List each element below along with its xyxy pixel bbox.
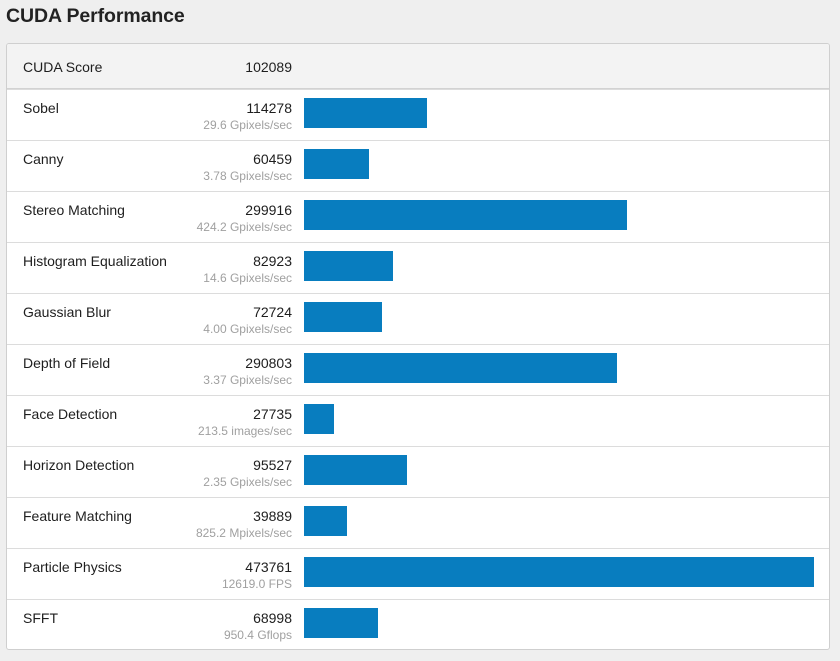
workload-rate: 4.00 Gpixels/sec bbox=[203, 322, 292, 336]
workload-name: Particle Physics bbox=[23, 559, 122, 575]
workload-score: 39889 bbox=[253, 508, 292, 524]
workload-name: Feature Matching bbox=[23, 508, 132, 524]
score-bar bbox=[304, 608, 378, 638]
score-bar bbox=[304, 404, 334, 434]
workload-score: 290803 bbox=[245, 355, 292, 371]
cuda-results-table: CUDA Score 102089 Sobel 114278 29.6 Gpixel… bbox=[6, 43, 830, 650]
workload-rate: 29.6 Gpixels/sec bbox=[203, 118, 292, 132]
workload-row: Canny 60459 3.78 Gpixels/sec bbox=[7, 140, 829, 191]
score-bar bbox=[304, 506, 347, 536]
workload-rate: 2.35 Gpixels/sec bbox=[203, 475, 292, 489]
workload-score: 82923 bbox=[253, 253, 292, 269]
workload-row: Sobel 114278 29.6 Gpixels/sec bbox=[7, 89, 829, 140]
workload-name: Sobel bbox=[23, 100, 59, 116]
workload-score: 299916 bbox=[245, 202, 292, 218]
cuda-score-row: CUDA Score 102089 bbox=[7, 44, 829, 89]
score-bar bbox=[304, 200, 627, 230]
workload-rate: 825.2 Mpixels/sec bbox=[195, 526, 292, 540]
workload-score: 95527 bbox=[253, 457, 292, 473]
workload-row: SFFT 68998 950.4 Gflops bbox=[7, 599, 829, 649]
workload-score: 68998 bbox=[253, 610, 292, 626]
workload-score: 27735 bbox=[253, 406, 292, 422]
score-bar bbox=[304, 149, 369, 179]
workload-row: Gaussian Blur 72724 4.00 Gpixels/sec bbox=[7, 293, 829, 344]
score-bar bbox=[304, 557, 814, 587]
score-bar bbox=[304, 98, 427, 128]
workload-row: Feature Matching 39889 825.2 Mpixels/sec bbox=[7, 497, 829, 548]
workload-rate: 213.5 images/sec bbox=[197, 424, 292, 438]
workload-rate: 3.78 Gpixels/sec bbox=[203, 169, 292, 183]
page-title: CUDA Performance bbox=[6, 5, 185, 27]
workload-name: Face Detection bbox=[23, 406, 118, 422]
workload-row: Stereo Matching 299916 424.2 Gpixels/sec bbox=[7, 191, 829, 242]
workload-name: Depth of Field bbox=[23, 355, 111, 371]
score-bar bbox=[304, 251, 393, 281]
workload-row: Histogram Equalization 82923 14.6 Gpixels/… bbox=[7, 242, 829, 293]
workload-name: Stereo Matching bbox=[23, 202, 125, 218]
workload-name: Gaussian Blur bbox=[23, 304, 111, 320]
workload-row: Horizon Detection 95527 2.35 Gpixels/sec bbox=[7, 446, 829, 497]
cuda-score-label: CUDA Score bbox=[23, 59, 103, 75]
score-bar bbox=[304, 353, 617, 383]
workload-row: Depth of Field 290803 3.37 Gpixels/sec bbox=[7, 344, 829, 395]
score-bar bbox=[304, 302, 382, 332]
workload-name: Canny bbox=[23, 151, 64, 167]
workload-rows: Sobel 114278 29.6 Gpixels/sec Canny 60459 3.7… bbox=[7, 89, 829, 649]
workload-score: 72724 bbox=[253, 304, 292, 320]
workload-rate: 3.37 Gpixels/sec bbox=[203, 373, 292, 387]
workload-score: 114278 bbox=[246, 100, 292, 116]
score-bar bbox=[304, 455, 407, 485]
workload-rate: 950.4 Gflops bbox=[223, 628, 292, 642]
workload-name: Horizon Detection bbox=[23, 457, 135, 473]
workload-name: Histogram Equalization bbox=[23, 253, 167, 269]
workload-name: SFFT bbox=[23, 610, 58, 626]
workload-row: Particle Physics 473761 12619.0 FPS bbox=[7, 548, 829, 599]
workload-rate: 424.2 Gpixels/sec bbox=[196, 220, 292, 234]
workload-rate: 12619.0 FPS bbox=[221, 577, 292, 591]
workload-rate: 14.6 Gpixels/sec bbox=[203, 271, 292, 285]
workload-score: 473761 bbox=[245, 559, 292, 575]
cuda-score-value: 102089 bbox=[245, 59, 292, 75]
workload-row: Face Detection 27735 213.5 images/sec bbox=[7, 395, 829, 446]
workload-score: 60459 bbox=[253, 151, 292, 167]
